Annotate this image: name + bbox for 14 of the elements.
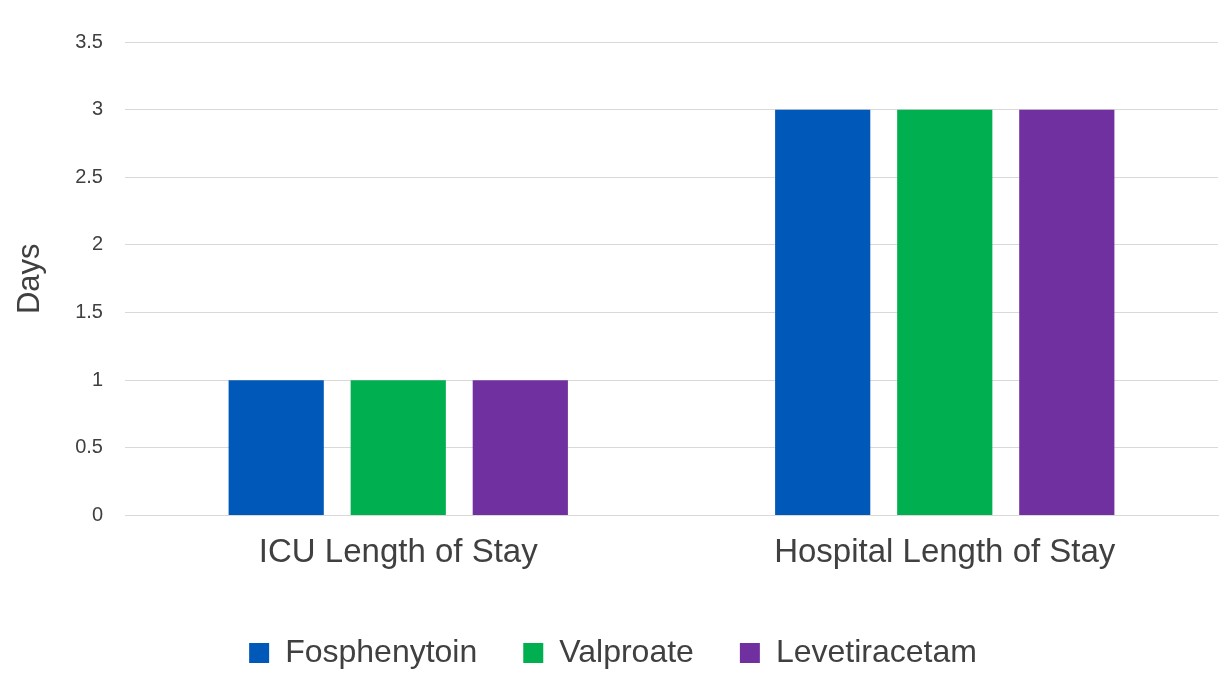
y-tick-label: 1.5: [75, 300, 103, 323]
x-tick-label: Hospital Length of Stay: [774, 532, 1116, 570]
y-axis-title: Days: [11, 243, 47, 315]
y-tick-label: 1: [91, 367, 103, 390]
x-tick-label: ICU Length of Stay: [258, 532, 539, 570]
y-tick-label: 3.5: [75, 29, 103, 52]
y-tick-label: 0: [91, 502, 103, 525]
legend-label: Fosphenytoin: [285, 632, 478, 669]
y-tick-label: 2: [91, 232, 103, 255]
y-tick-label: 2.5: [75, 164, 103, 187]
legend-label: Valproate: [559, 632, 694, 669]
legend-label: Levetiracetam: [775, 632, 977, 669]
y-tick-label: 0.5: [75, 435, 103, 458]
y-tick-label: 3: [91, 97, 103, 120]
